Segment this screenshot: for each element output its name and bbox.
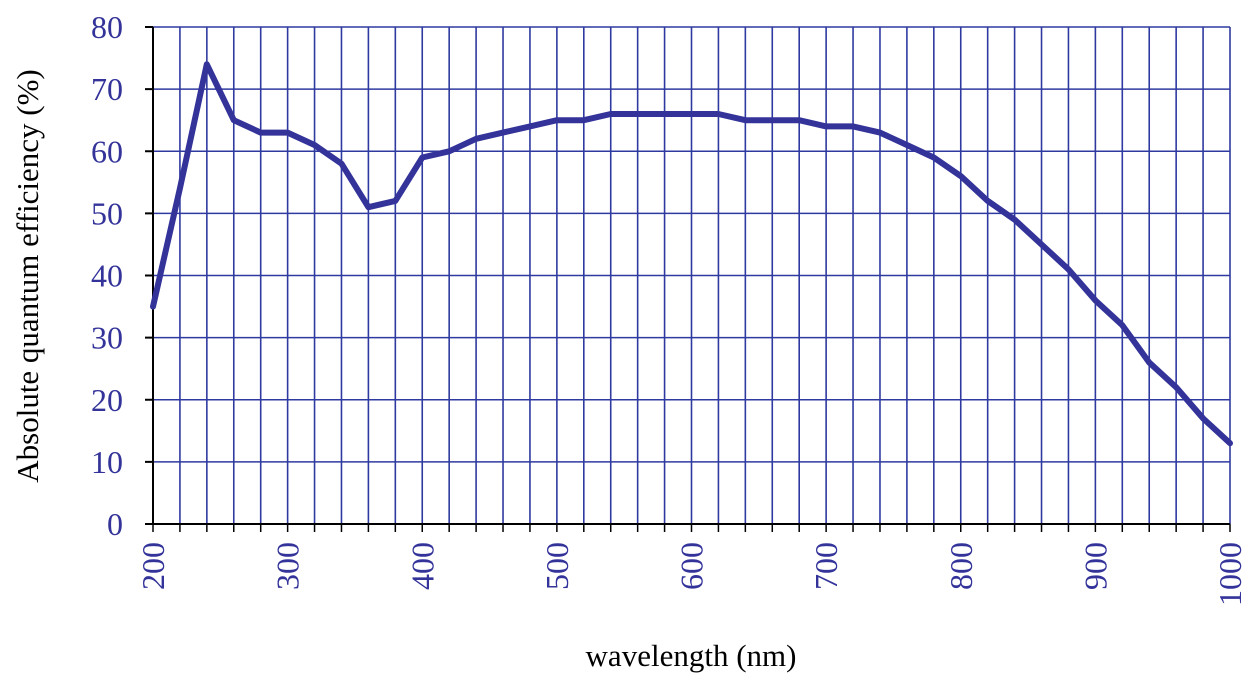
x-tick-label: 1000 — [1212, 542, 1243, 606]
y-tick-label: 10 — [91, 444, 123, 480]
y-tick-label: 60 — [91, 133, 123, 169]
axes — [145, 26, 1231, 532]
y-tick-label: 80 — [91, 9, 123, 45]
y-tick-label: 50 — [91, 195, 123, 231]
x-tick-label: 200 — [135, 542, 171, 590]
x-tick-labels: 200 300 400 500 600 700 800 900 1000 — [135, 542, 1243, 606]
y-tick-labels: 0 10 20 30 40 50 60 70 80 — [91, 9, 123, 542]
y-tick-label: 30 — [91, 320, 123, 356]
x-tick-label: 800 — [943, 542, 979, 590]
x-tick-label: 400 — [404, 542, 440, 590]
y-axis-label: Absolute quantum efficiency (%) — [10, 69, 45, 483]
grid — [152, 26, 1231, 525]
y-tick-label: 0 — [107, 506, 123, 542]
series-layer — [150, 61, 1233, 447]
x-tick-label: 600 — [674, 542, 710, 590]
y-tick-label: 40 — [91, 258, 123, 294]
x-tick-label: 900 — [1077, 542, 1113, 590]
y-tick-label: 20 — [91, 382, 123, 418]
x-axis-label: wavelength (nm) — [586, 638, 797, 673]
x-tick-label: 700 — [808, 542, 844, 590]
x-tick-label: 500 — [539, 542, 575, 590]
x-tick-label: 300 — [270, 542, 306, 590]
y-tick-label: 70 — [91, 71, 123, 107]
